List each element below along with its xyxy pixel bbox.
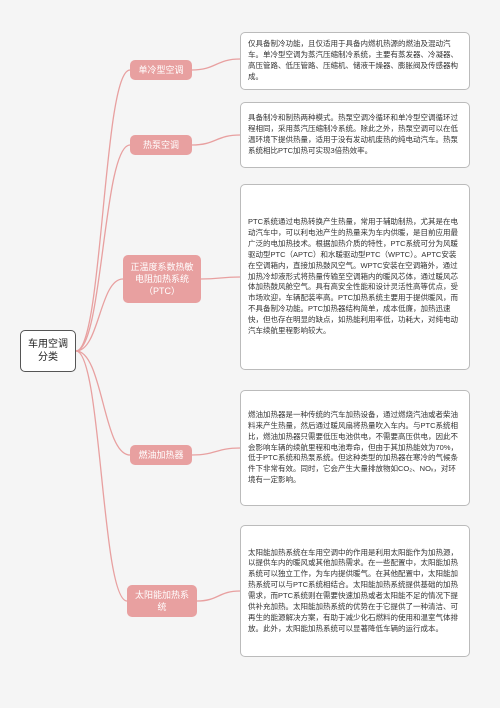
leaf-node-1: 具备制冷和制热两种模式。热泵空调冷循环和单冷型空调循环过程相同，采用蒸汽压缩制冷… xyxy=(240,102,470,168)
leaf-node-0: 仅具备制冷功能，且仅适用于具备内燃机热源的燃油及混动汽车。单冷型空调为蒸汽压缩制… xyxy=(240,32,470,90)
leaf-node-4: 太阳能加热系统在车用空调中的作用是利用太阳能作为加热源，以提供车内的暖风或其他加… xyxy=(240,525,470,657)
branch-node-1: 热泵空调 xyxy=(130,135,192,155)
branch-node-3: 燃油加热器 xyxy=(130,445,192,465)
branch-node-2: 正温度系数热敏电阻加热系统（PTC） xyxy=(123,255,201,303)
root-node: 车用空调分类 xyxy=(20,330,76,372)
branch-node-0: 单冷型空调 xyxy=(130,60,192,80)
mindmap-canvas: 车用空调分类 单冷型空调 仅具备制冷功能，且仅适用于具备内燃机热源的燃油及混动汽车。… xyxy=(0,0,500,708)
leaf-node-2: PTC系统通过电热转换产生热量，常用于辅助制热，尤其是在电动汽车中，可以利电池产… xyxy=(240,184,470,370)
branch-node-4: 太阳能加热系统 xyxy=(127,585,197,617)
leaf-node-3: 燃油加热器是一种传统的汽车加热设备，通过燃烧汽油或者柴油料来产生热量，然后通过暖… xyxy=(240,390,470,506)
